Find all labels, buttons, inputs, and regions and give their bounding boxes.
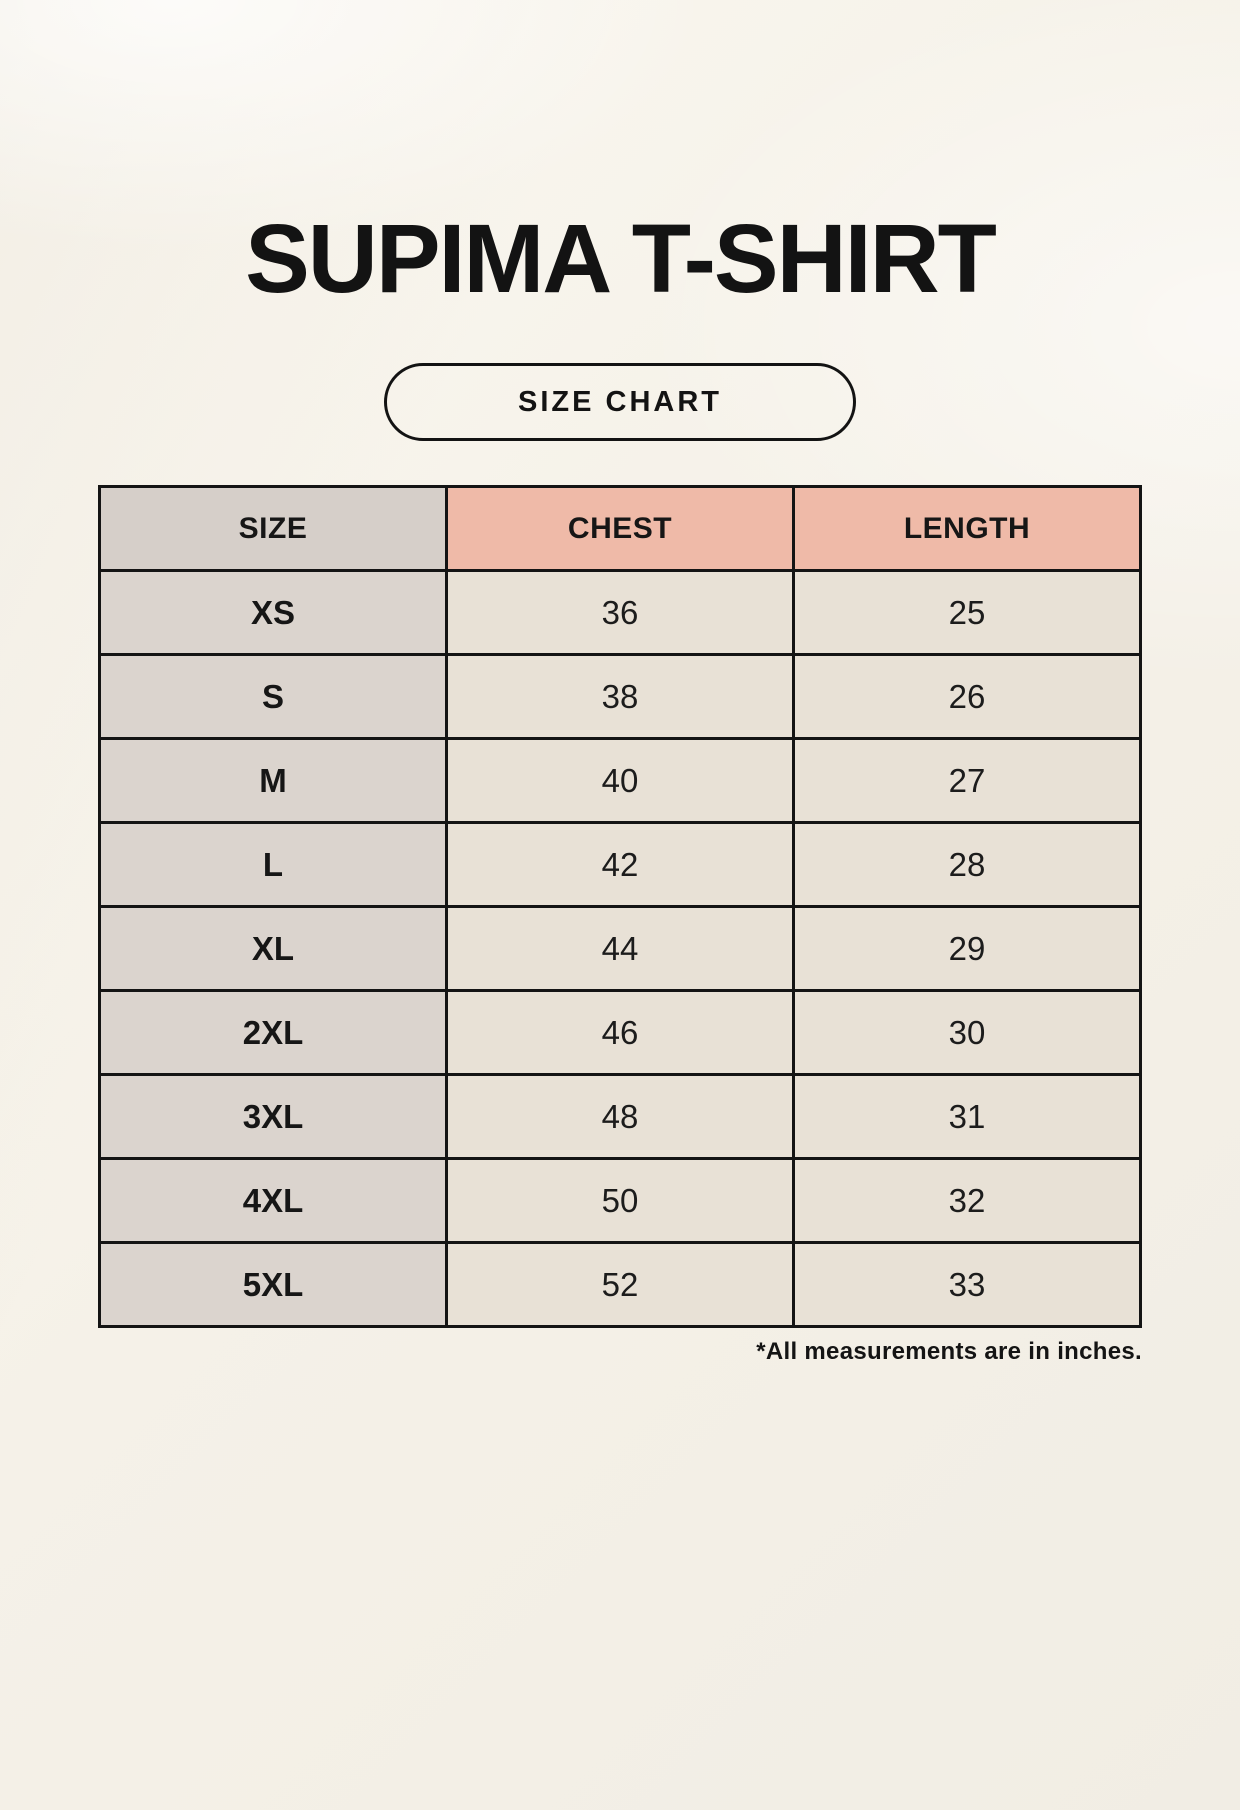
size-chart-page: { "title": "SUPIMA T-SHIRT", "badge_labe… bbox=[0, 210, 1240, 1810]
chest-cell: 36 bbox=[445, 569, 795, 656]
table-body: XS 36 25 S 38 26 M 40 27 L 42 28 XL 44 bbox=[98, 569, 1142, 1328]
table-row: 2XL 46 30 bbox=[98, 989, 1142, 1076]
column-header-chest: CHEST bbox=[445, 485, 795, 572]
table-header: SIZE CHEST LENGTH bbox=[98, 485, 1142, 572]
chest-cell: 42 bbox=[445, 821, 795, 908]
chest-cell: 50 bbox=[445, 1157, 795, 1244]
chest-cell: 48 bbox=[445, 1073, 795, 1160]
size-cell: 5XL bbox=[98, 1241, 448, 1328]
length-cell: 31 bbox=[792, 1073, 1142, 1160]
length-cell: 29 bbox=[792, 905, 1142, 992]
table-row: XS 36 25 bbox=[98, 569, 1142, 656]
size-cell: XS bbox=[98, 569, 448, 656]
size-chart-table: SIZE CHEST LENGTH XS 36 25 S 38 26 M 40 … bbox=[98, 485, 1142, 1328]
chest-cell: 52 bbox=[445, 1241, 795, 1328]
length-cell: 25 bbox=[792, 569, 1142, 656]
column-header-length: LENGTH bbox=[792, 485, 1142, 572]
chest-cell: 46 bbox=[445, 989, 795, 1076]
size-cell: L bbox=[98, 821, 448, 908]
header-row: SIZE CHEST LENGTH bbox=[98, 485, 1142, 572]
length-cell: 26 bbox=[792, 653, 1142, 740]
size-chart-badge: SIZE CHART bbox=[384, 363, 856, 441]
length-cell: 28 bbox=[792, 821, 1142, 908]
size-cell: XL bbox=[98, 905, 448, 992]
size-cell: S bbox=[98, 653, 448, 740]
page-title: SUPIMA T-SHIRT bbox=[245, 204, 997, 313]
size-chart-table-container: SIZE CHEST LENGTH XS 36 25 S 38 26 M 40 … bbox=[98, 485, 1142, 1328]
size-cell: 4XL bbox=[98, 1157, 448, 1244]
chest-cell: 44 bbox=[445, 905, 795, 992]
length-cell: 30 bbox=[792, 989, 1142, 1076]
table-row: S 38 26 bbox=[98, 653, 1142, 740]
chest-cell: 40 bbox=[445, 737, 795, 824]
table-row: M 40 27 bbox=[98, 737, 1142, 824]
size-chart-badge-label: SIZE CHART bbox=[518, 385, 722, 418]
table-row: L 42 28 bbox=[98, 821, 1142, 908]
size-cell: 3XL bbox=[98, 1073, 448, 1160]
size-cell: M bbox=[98, 737, 448, 824]
column-header-size: SIZE bbox=[98, 485, 448, 572]
chest-cell: 38 bbox=[445, 653, 795, 740]
size-cell: 2XL bbox=[98, 989, 448, 1076]
table-row: 5XL 52 33 bbox=[98, 1241, 1142, 1328]
measurement-units-note: *All measurements are in inches. bbox=[756, 1338, 1142, 1365]
length-cell: 32 bbox=[792, 1157, 1142, 1244]
length-cell: 27 bbox=[792, 737, 1142, 824]
table-row: XL 44 29 bbox=[98, 905, 1142, 992]
table-row: 4XL 50 32 bbox=[98, 1157, 1142, 1244]
table-row: 3XL 48 31 bbox=[98, 1073, 1142, 1160]
length-cell: 33 bbox=[792, 1241, 1142, 1328]
